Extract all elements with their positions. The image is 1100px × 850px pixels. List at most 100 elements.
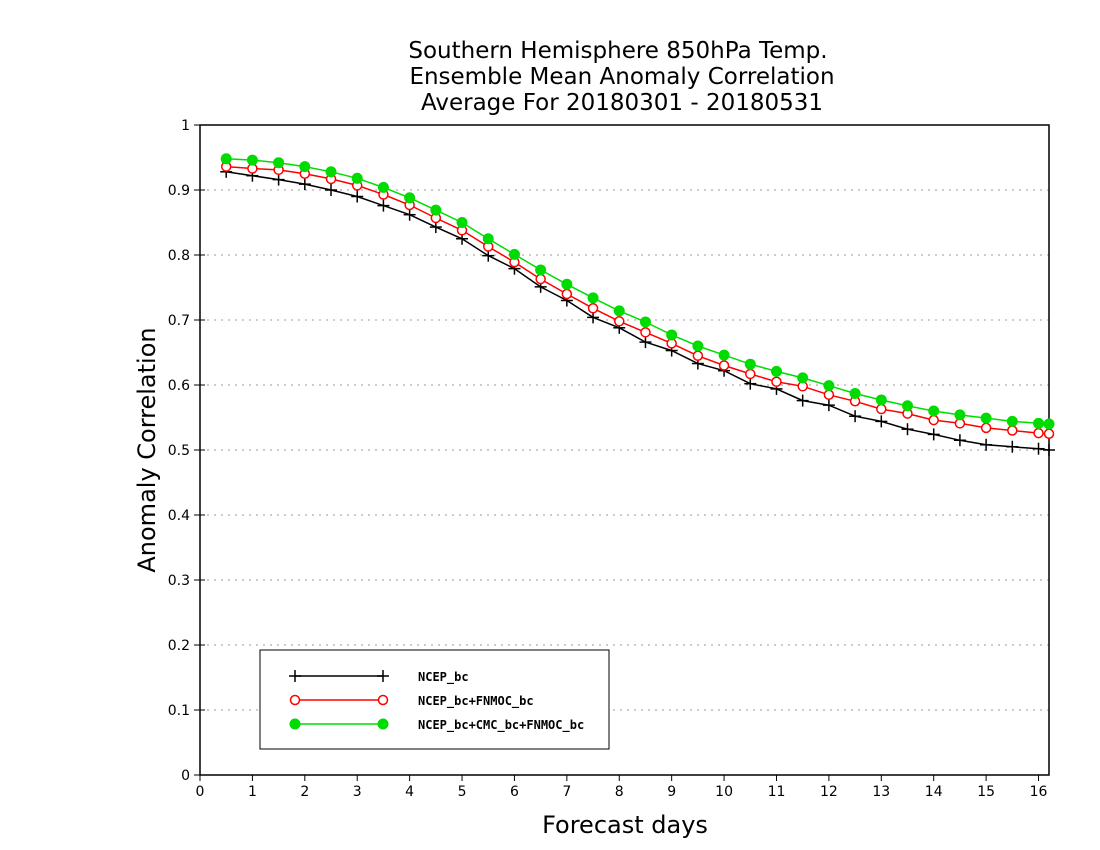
data-point-2-31 <box>1033 417 1045 429</box>
legend-marker-left-1 <box>289 694 301 706</box>
data-point-1-27 <box>928 414 939 426</box>
data-point-2-17 <box>666 329 678 341</box>
data-point-1-21 <box>771 376 782 387</box>
data-point-2-25 <box>875 394 887 406</box>
x-tick-label-4: 4 <box>405 784 414 800</box>
data-point-1-29 <box>980 422 992 434</box>
data-point-2-9 <box>456 217 468 228</box>
y-tick-label-9: 0.9 <box>168 183 190 199</box>
data-point-2-30 <box>1006 415 1018 427</box>
data-point-0-31 <box>1032 442 1045 455</box>
data-point-2-26 <box>902 400 913 412</box>
y-tick-label-2: 0.2 <box>168 638 190 654</box>
x-tick-label-13: 13 <box>872 784 890 800</box>
axes: 00.10.20.30.40.50.60.70.80.910 1 2 3 4 5 6 7 8 9 1… <box>168 118 1050 800</box>
data-point-2-7 <box>404 192 416 204</box>
data-point-0-32 <box>1043 444 1055 456</box>
y-tick-label-3: 0.3 <box>168 573 190 589</box>
data-point-1-25 <box>876 403 887 415</box>
x-tick-label-6: 6 <box>510 784 519 800</box>
title-line-3: Average For 20180301 - 20180531 <box>421 90 823 116</box>
data-point-2-28 <box>954 409 966 421</box>
y-tick-label-4: 0.4 <box>168 508 190 524</box>
x-tick-label-15: 15 <box>977 784 995 800</box>
data-point-2-10 <box>482 233 494 245</box>
data-point-2-4 <box>325 166 337 178</box>
data-point-1-23 <box>823 389 835 400</box>
legend-item-0: NCEP_bc <box>289 670 469 685</box>
data-point-2-24 <box>849 387 861 399</box>
data-point-2-11 <box>508 248 520 260</box>
data-point-2-27 <box>928 405 940 417</box>
data-point-2-14 <box>587 292 599 304</box>
data-point-0-28 <box>953 434 966 447</box>
data-point-0-22 <box>796 394 809 407</box>
data-point-1-19 <box>718 360 730 371</box>
data-point-2-16 <box>639 316 651 328</box>
data-point-2-2 <box>273 157 285 169</box>
data-point-2-21 <box>770 365 782 377</box>
data-point-2-19 <box>718 349 730 361</box>
data-point-2-20 <box>744 358 756 370</box>
data-point-2-0 <box>220 153 232 165</box>
data-point-0-29 <box>980 438 993 451</box>
data-point-0-4 <box>325 184 338 196</box>
data-point-2-5 <box>351 172 363 184</box>
y-tick-label-7: 0.7 <box>168 313 190 329</box>
y-tick-label-0: 0 <box>181 768 190 784</box>
legend-label-0: NCEP_bc <box>418 670 469 685</box>
y-tick-label-8: 0.8 <box>168 248 190 264</box>
data-point-2-13 <box>561 278 573 290</box>
x-tick-label-10: 10 <box>715 784 733 800</box>
legend-marker-right-2 <box>377 718 389 730</box>
x-tick-label-11: 11 <box>768 784 786 800</box>
data-point-2-22 <box>797 372 809 384</box>
legend: NCEP_bc NCEP_bc+FNMOC_bc NCEP_bc+CMC_bc+FN… <box>259 649 610 750</box>
series-line-1 <box>226 165 1050 435</box>
data-point-2-18 <box>692 340 704 352</box>
x-tick-label-2: 2 <box>300 784 309 800</box>
data-point-2-12 <box>535 264 547 276</box>
data-point-1-13 <box>561 288 573 300</box>
data-point-0-2 <box>272 173 285 186</box>
gridlines <box>200 189 1049 711</box>
data-point-0-27 <box>927 428 940 441</box>
data-point-0-7 <box>403 208 416 221</box>
x-axis-label: Forecast days <box>542 811 708 839</box>
data-point-2-23 <box>823 380 835 392</box>
x-tick-label-5: 5 <box>458 784 467 800</box>
data-point-1-12 <box>535 273 546 285</box>
data-point-0-16 <box>639 336 652 349</box>
title-line-1: Southern Hemisphere 850hPa Temp. <box>408 38 827 64</box>
data-point-2-29 <box>980 412 992 424</box>
data-point-1-31 <box>1033 427 1044 439</box>
data-point-2-8 <box>430 204 442 216</box>
y-axis-label: Anomaly Correlation <box>133 327 161 572</box>
data-point-1-14 <box>587 303 599 314</box>
series-2 <box>220 153 1055 430</box>
data-point-1-16 <box>640 327 651 338</box>
y-tick-label-5: 0.5 <box>168 443 190 459</box>
x-tick-label-16: 16 <box>1030 784 1048 800</box>
data-point-0-30 <box>1006 440 1019 453</box>
data-point-0-5 <box>351 190 364 203</box>
data-point-2-6 <box>377 181 389 193</box>
legend-item-1: NCEP_bc+FNMOC_bc <box>289 694 534 709</box>
data-point-0-25 <box>875 415 888 428</box>
data-point-0-26 <box>901 423 914 436</box>
y-tick-label-10: 1 <box>181 118 190 134</box>
data-point-2-32 <box>1043 418 1055 430</box>
x-tick-label-0: 0 <box>196 784 205 800</box>
y-tick-label-6: 0.6 <box>168 378 190 394</box>
x-tick-label-1: 1 <box>248 784 257 800</box>
legend-marker-right-1 <box>377 694 389 706</box>
data-point-0-20 <box>744 377 757 390</box>
data-point-1-32 <box>1043 428 1055 439</box>
legend-label-1: NCEP_bc+FNMOC_bc <box>418 694 534 709</box>
x-tick-label-7: 7 <box>562 784 571 800</box>
legend-item-2: NCEP_bc+CMC_bc+FNMOC_bc <box>289 718 584 733</box>
data-point-0-24 <box>849 410 862 423</box>
series-1 <box>220 161 1055 439</box>
data-point-2-1 <box>246 154 258 166</box>
